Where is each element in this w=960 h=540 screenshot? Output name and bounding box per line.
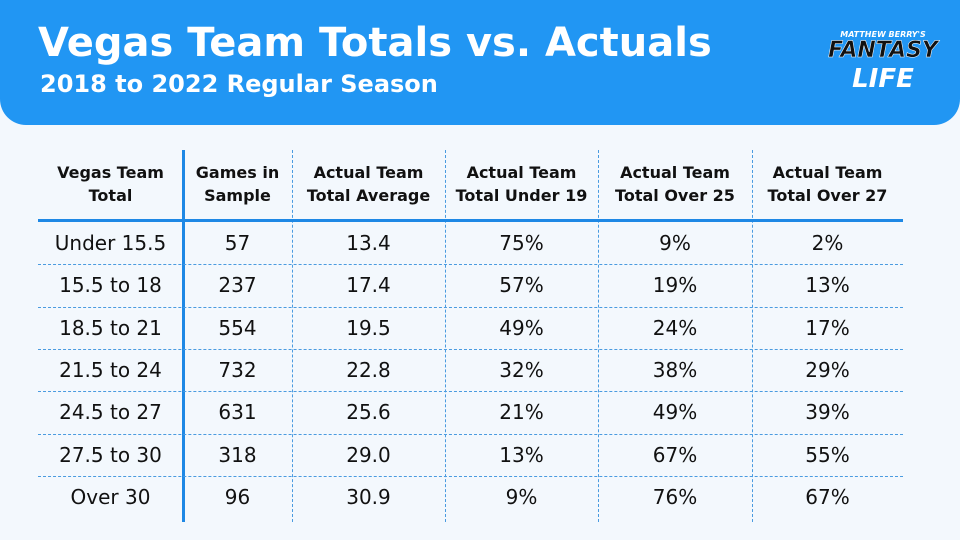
column-divider: [182, 150, 185, 522]
table-cell: 25.6: [346, 400, 391, 425]
row-divider: [38, 264, 903, 266]
table-cell: 631: [218, 400, 257, 425]
column-header: Vegas Team: [57, 163, 164, 182]
table-cell: 13%: [499, 442, 544, 467]
column-header: Games in: [195, 163, 280, 182]
table-cell: 55%: [805, 442, 850, 467]
table-cell: 67%: [652, 442, 698, 467]
table-cell: Under 15.5: [54, 231, 167, 255]
title: Vegas Team Totals vs. Actuals: [38, 20, 712, 66]
table-cell: 554: [218, 315, 257, 340]
table-cell: 9%: [659, 231, 691, 255]
column-header: Actual Team: [466, 163, 577, 182]
table-cell: 76%: [652, 484, 698, 509]
table-cell: 19%: [652, 273, 698, 298]
table-cell: 29.0: [346, 442, 391, 467]
column-header: Actual Team: [313, 163, 424, 182]
column-divider: [752, 150, 753, 522]
table-cell: 17%: [805, 315, 850, 340]
column-divider: [598, 150, 599, 522]
row-divider: [38, 306, 903, 308]
table-cell: 18.5 to 21: [59, 315, 162, 340]
table-cell: 22.8: [346, 357, 391, 382]
header-banner: [0, 0, 960, 125]
table-cell: 732: [218, 357, 257, 382]
table-cell: 2%: [811, 231, 844, 255]
table-cell: 75%: [499, 231, 544, 255]
logo-text: MATTHEW BERRY'S: [840, 30, 926, 39]
logo-text: FANTASY: [828, 38, 938, 64]
table-cell: 24.5 to 27: [59, 400, 162, 425]
table-cell: 49%: [499, 315, 544, 340]
table-cell: 67%: [805, 484, 850, 509]
table-cell: 24%: [652, 315, 698, 340]
column-header: Total Average: [306, 186, 431, 205]
table-cell: 30.9: [346, 484, 391, 509]
subtitle: 2018 to 2022 Regular Season: [40, 70, 438, 98]
column-divider: [445, 150, 446, 522]
table-cell: 29%: [805, 357, 850, 382]
table-cell: 13.4: [346, 231, 391, 255]
column-header: Total Over 27: [767, 186, 888, 205]
table-cell: 57: [224, 231, 251, 255]
table-cell: 17.4: [346, 273, 391, 298]
table-cell: 9%: [505, 484, 538, 509]
table-cell: 49%: [652, 400, 698, 425]
column-header: Total: [88, 186, 133, 205]
logo-text: LIFE: [852, 64, 914, 94]
row-divider: [38, 475, 903, 477]
table-cell: 13%: [805, 273, 850, 298]
table-cell: Over 30: [70, 484, 151, 509]
column-header: Total Over 25: [615, 186, 735, 205]
table-cell: 57%: [499, 273, 544, 298]
table-cell: 27.5 to 30: [59, 442, 162, 467]
row-divider: [38, 433, 903, 435]
row-divider: [38, 348, 903, 350]
table-cell: 318: [218, 442, 257, 467]
table-cell: 21%: [499, 400, 544, 425]
table-cell: 39%: [805, 400, 850, 425]
column-header: Actual Team: [620, 163, 730, 182]
column-divider: [292, 150, 293, 522]
header-rule: [38, 219, 903, 222]
table-cell: 15.5 to 18: [59, 273, 162, 298]
column-header: Actual Team: [772, 163, 883, 182]
table-cell: 32%: [499, 357, 544, 382]
column-header: Total Under 19: [455, 186, 588, 205]
table-cell: 96: [224, 484, 251, 509]
table-cell: 237: [218, 273, 257, 298]
table-cell: 38%: [652, 357, 698, 382]
table-cell: 21.5 to 24: [59, 357, 162, 382]
column-header: Sample: [204, 186, 271, 205]
row-divider: [38, 391, 903, 393]
table-cell: 19.5: [346, 315, 391, 340]
